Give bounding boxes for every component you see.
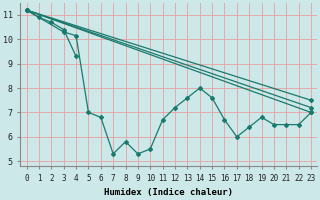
X-axis label: Humidex (Indice chaleur): Humidex (Indice chaleur) bbox=[104, 188, 233, 197]
